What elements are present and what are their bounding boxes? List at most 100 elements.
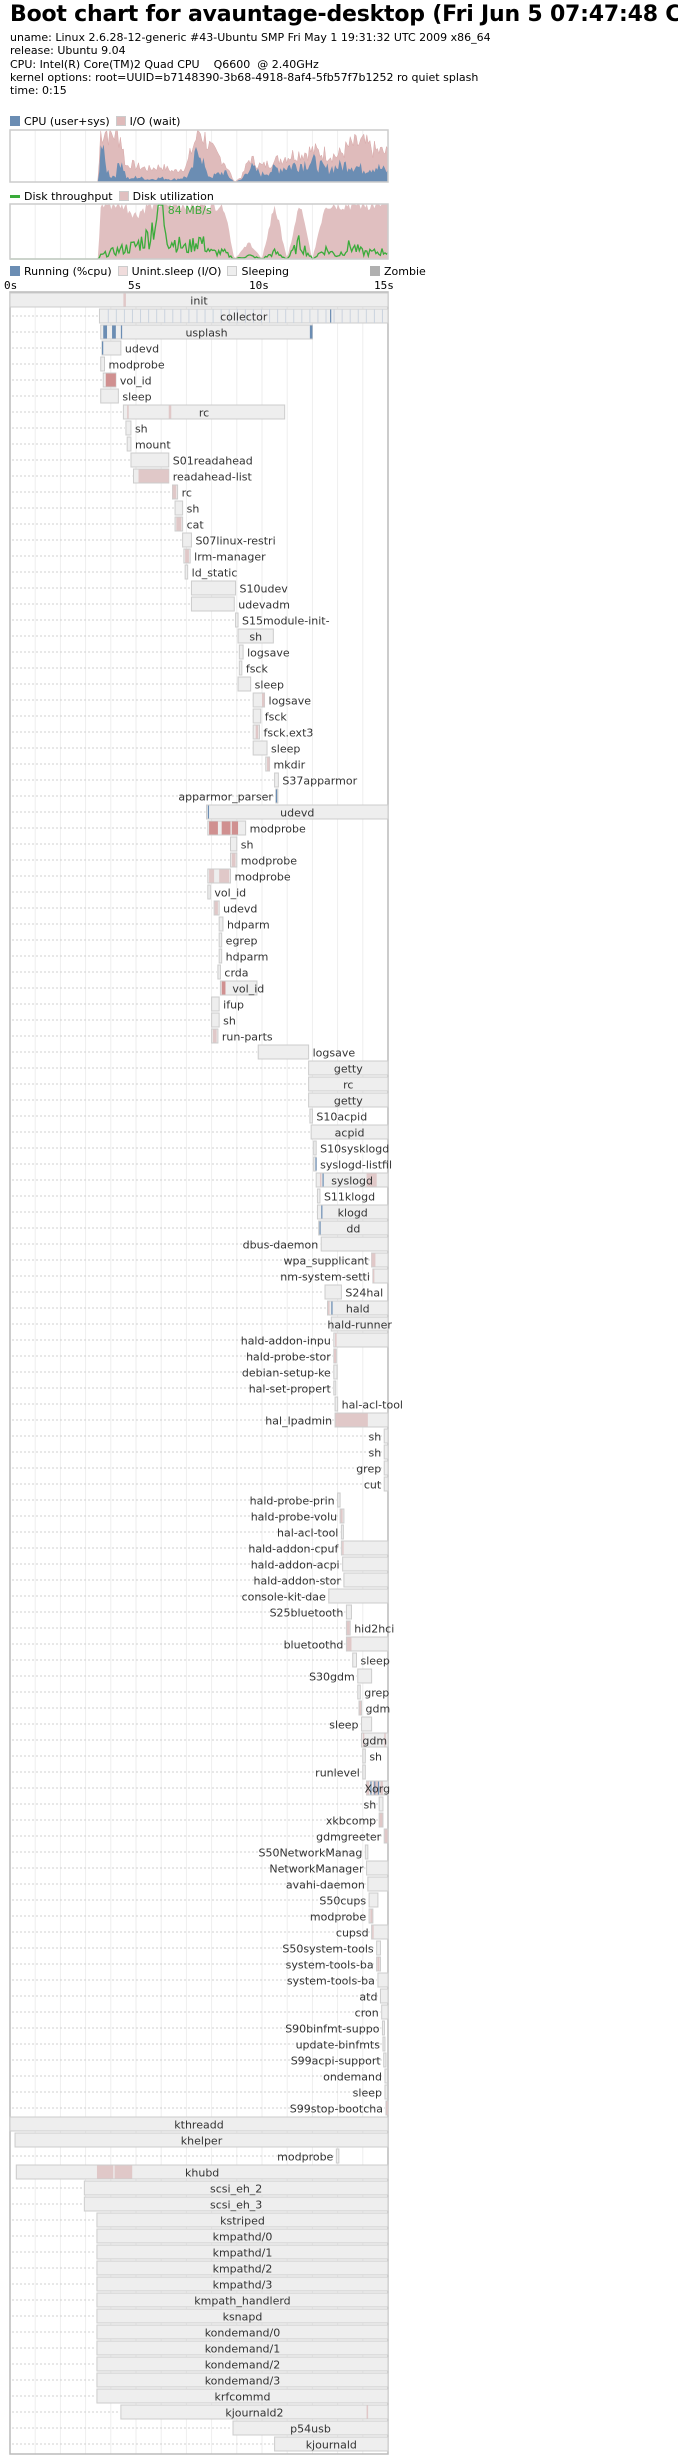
process-row-sh[interactable]: sh	[12, 1444, 389, 1460]
process-row-rc[interactable]: rc	[12, 404, 286, 420]
process-row-fsck[interactable]: fsck	[12, 660, 268, 676]
process-row-hal-set-propert[interactable]: hal-set-propert	[12, 1380, 337, 1396]
process-row-s25bluetooth[interactable]: S25bluetooth	[12, 1604, 352, 1620]
process-row-sh[interactable]: sh	[12, 1012, 236, 1028]
process-row-kondemand-0[interactable]: kondemand/0	[12, 2324, 389, 2340]
process-row-kmpathd-3[interactable]: kmpathd/3	[12, 2276, 389, 2292]
process-row-syslogd-listfil[interactable]: syslogd-listfil	[12, 1156, 392, 1172]
process-row-kondemand-3[interactable]: kondemand/3	[12, 2372, 389, 2388]
process-row-udevadm[interactable]: udevadm	[12, 596, 290, 612]
process-row-modprobe[interactable]: modprobe	[12, 820, 306, 836]
process-row-sh[interactable]: sh	[12, 420, 148, 436]
process-row-s11klogd[interactable]: S11klogd	[12, 1188, 375, 1204]
process-row-gdmgreeter[interactable]: gdmgreeter	[12, 1828, 389, 1844]
process-row-hald-addon-stor[interactable]: hald-addon-stor	[12, 1572, 389, 1588]
process-row-sh[interactable]: sh	[12, 836, 254, 852]
process-row-debian-setup-ke[interactable]: debian-setup-ke	[12, 1364, 338, 1380]
process-row-cron[interactable]: cron	[12, 2004, 389, 2020]
process-row-cat[interactable]: cat	[12, 516, 204, 532]
process-row-grep[interactable]: grep	[12, 1460, 389, 1476]
process-row-hal-acl-tool[interactable]: hal-acl-tool	[12, 1396, 403, 1412]
process-row-getty[interactable]: getty	[12, 1092, 389, 1108]
process-row-khelper[interactable]: khelper	[14, 2132, 389, 2148]
process-row-s10udev[interactable]: S10udev	[12, 580, 288, 596]
process-row-ondemand[interactable]: ondemand	[12, 2068, 388, 2084]
process-row-kondemand-2[interactable]: kondemand/2	[12, 2356, 389, 2372]
process-row-modprobe[interactable]: modprobe	[12, 2148, 340, 2164]
process-row-s07linux-restri[interactable]: S07linux-restri	[12, 532, 276, 548]
process-row-udevd[interactable]: udevd	[12, 900, 257, 916]
process-row-bluetoothd[interactable]: bluetoothd	[12, 1636, 389, 1652]
process-row-s99stop-bootcha[interactable]: S99stop-bootcha	[12, 2100, 389, 2116]
process-row-system-tools-ba[interactable]: system-tools-ba	[12, 1956, 381, 1972]
process-row-sh[interactable]: sh	[12, 628, 274, 644]
process-row-udevd[interactable]: udevd	[12, 804, 389, 820]
process-row-sleep[interactable]: sleep	[12, 388, 152, 404]
process-row-kondemand-1[interactable]: kondemand/1	[12, 2340, 389, 2356]
process-row-klogd[interactable]: klogd	[12, 1204, 389, 1220]
process-row-krfcommd[interactable]: krfcommd	[12, 2388, 389, 2404]
process-row-kmpath-handlerd[interactable]: kmpath_handlerd	[12, 2292, 389, 2308]
process-row-hdparm[interactable]: hdparm	[12, 948, 268, 964]
process-row-p54usb[interactable]: p54usb	[12, 2420, 389, 2436]
process-row-sh[interactable]: sh	[12, 1428, 389, 1444]
process-row-ld-static[interactable]: ld_static	[12, 564, 237, 580]
process-row-hal-lpadmin[interactable]: hal_lpadmin	[12, 1412, 389, 1428]
process-row-avahi-daemon[interactable]: avahi-daemon	[12, 1876, 389, 1892]
process-row-scsi-eh-3[interactable]: scsi_eh_3	[12, 2196, 389, 2212]
process-row-nm-system-setti[interactable]: nm-system-setti	[12, 1268, 389, 1284]
process-row-logsave[interactable]: logsave	[12, 692, 311, 708]
process-row-apparmor-parser[interactable]: apparmor_parser	[12, 788, 279, 804]
process-row-vol-id[interactable]: vol_id	[12, 372, 152, 388]
process-row-kthreadd[interactable]: kthreadd	[9, 2116, 389, 2132]
process-row-rc[interactable]: rc	[12, 1076, 389, 1092]
process-row-sleep[interactable]: sleep	[12, 1716, 373, 1732]
process-row-vol-id[interactable]: vol_id	[12, 884, 246, 900]
process-row-udevd[interactable]: udevd	[12, 340, 159, 356]
process-row-modprobe[interactable]: modprobe	[12, 1908, 374, 1924]
process-row-grep[interactable]: grep	[12, 1684, 389, 1700]
process-row-dd[interactable]: dd	[12, 1220, 389, 1236]
process-row-fsck[interactable]: fsck	[12, 708, 287, 724]
process-row-s10sysklogd[interactable]: S10sysklogd	[12, 1140, 389, 1156]
process-row-s99acpi-support[interactable]: S99acpi-support	[12, 2052, 387, 2068]
process-row-console-kit-dae[interactable]: console-kit-dae	[12, 1588, 389, 1604]
process-row-sh[interactable]: sh	[12, 1748, 382, 1764]
process-row-acpid[interactable]: acpid	[12, 1124, 389, 1140]
process-row-hald-runner[interactable]: hald-runner	[12, 1316, 392, 1332]
process-row-kmpathd-1[interactable]: kmpathd/1	[12, 2244, 389, 2260]
process-row-gdm[interactable]: gdm	[12, 1732, 389, 1748]
process-row-ifup[interactable]: ifup	[12, 996, 244, 1012]
process-row-hald-probe-prin[interactable]: hald-probe-prin	[12, 1492, 341, 1508]
process-row-xkbcomp[interactable]: xkbcomp	[12, 1812, 384, 1828]
process-row-rc[interactable]: rc	[12, 484, 192, 500]
process-row-s01readahead[interactable]: S01readahead	[12, 452, 253, 468]
process-row-fsck-ext3[interactable]: fsck.ext3	[12, 724, 313, 740]
process-row-ksnapd[interactable]: ksnapd	[12, 2308, 389, 2324]
process-row-hald-addon-cpuf[interactable]: hald-addon-cpuf	[12, 1540, 389, 1556]
process-row-s37apparmor[interactable]: S37apparmor	[12, 772, 358, 788]
process-row-logsave[interactable]: logsave	[12, 1044, 355, 1060]
process-row-kjournald2[interactable]: kjournald2	[12, 2404, 389, 2420]
process-row-init[interactable]: init	[9, 292, 389, 308]
process-row-hid2hci[interactable]: hid2hci	[12, 1620, 394, 1636]
process-row-sleep[interactable]: sleep	[12, 740, 300, 756]
process-row-collector[interactable]: collector	[12, 308, 389, 324]
process-row-update-binfmts[interactable]: update-binfmts	[12, 2036, 386, 2052]
process-row-s90binfmt-suppo[interactable]: S90binfmt-suppo	[12, 2020, 385, 2036]
process-row-networkmanager[interactable]: NetworkManager	[12, 1860, 389, 1876]
process-row-s50cups[interactable]: S50cups	[12, 1892, 379, 1908]
process-row-gdm[interactable]: gdm	[12, 1700, 390, 1716]
process-row-usplash[interactable]: usplash	[12, 324, 313, 340]
process-row-crda[interactable]: crda	[12, 964, 249, 980]
process-row-readahead-list[interactable]: readahead-list	[12, 468, 253, 484]
process-row-hald[interactable]: hald	[12, 1300, 389, 1316]
process-row-kmpathd-2[interactable]: kmpathd/2	[12, 2260, 389, 2276]
process-row-egrep[interactable]: egrep	[12, 932, 257, 948]
process-row-modprobe[interactable]: modprobe	[12, 852, 297, 868]
process-row-modprobe[interactable]: modprobe	[12, 356, 165, 372]
process-row-sh[interactable]: sh	[12, 500, 199, 516]
process-row-sh[interactable]: sh	[12, 1796, 384, 1812]
process-row-hald-probe-volu[interactable]: hald-probe-volu	[12, 1508, 345, 1524]
process-row-lrm-manager[interactable]: lrm-manager	[12, 548, 266, 564]
